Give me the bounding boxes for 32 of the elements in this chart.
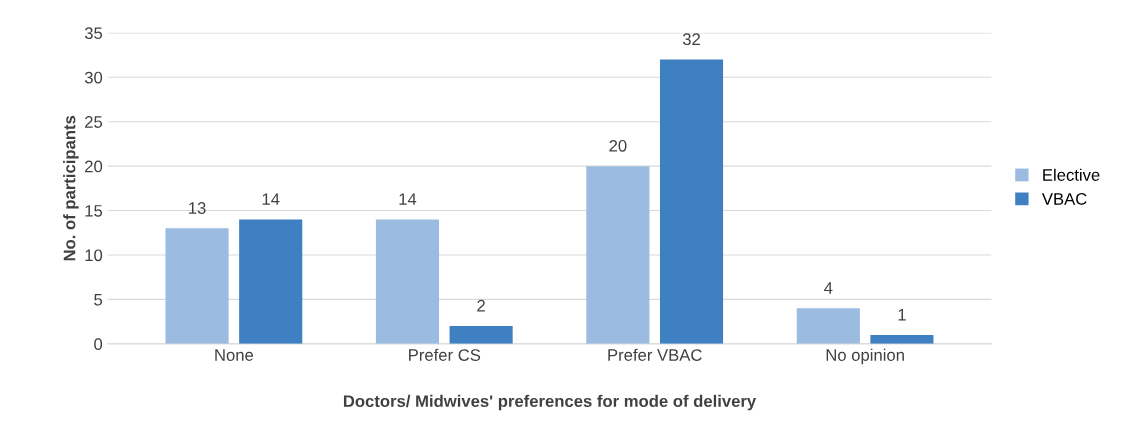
- x-tick-label: Prefer VBAC: [608, 348, 702, 361]
- bar: [165, 228, 229, 344]
- y-tick-label: 25: [85, 116, 103, 128]
- data-label: 14: [399, 193, 417, 205]
- y-tick-label: 35: [84, 27, 103, 40]
- x-tick-label: No opinion: [826, 348, 904, 365]
- y-tick-label: 15: [85, 205, 103, 217]
- x-axis-title: Doctors/ Midwives' preferences for mode of delivery: [343, 394, 757, 411]
- legend-label: Elective: [1043, 168, 1100, 181]
- y-tick-label: 5: [94, 293, 103, 306]
- y-tick-label: 10: [85, 249, 103, 262]
- bar: [796, 308, 860, 344]
- data-label: 14: [262, 193, 280, 205]
- x-tick-label: Prefer CS: [409, 348, 481, 361]
- y-tick-label: 20: [85, 160, 103, 173]
- x-tick-label: None: [215, 349, 254, 361]
- y-axis-title: No. of participants: [63, 115, 79, 261]
- legend-label: VBAC: [1041, 193, 1087, 205]
- data-label: 13: [189, 202, 206, 214]
- data-label: 20: [609, 139, 627, 152]
- data-label: 4: [824, 282, 833, 294]
- bar: [239, 219, 303, 344]
- bar: [870, 334, 934, 344]
- data-label: 32: [682, 33, 700, 46]
- bar: [449, 326, 513, 344]
- data-label: 2: [477, 299, 485, 312]
- bar: [659, 59, 724, 344]
- bar: [586, 166, 650, 344]
- y-tick-label: 30: [84, 71, 103, 84]
- bar: [375, 219, 440, 344]
- y-tick-label: 0: [94, 338, 103, 351]
- data-label: 1: [898, 308, 906, 321]
